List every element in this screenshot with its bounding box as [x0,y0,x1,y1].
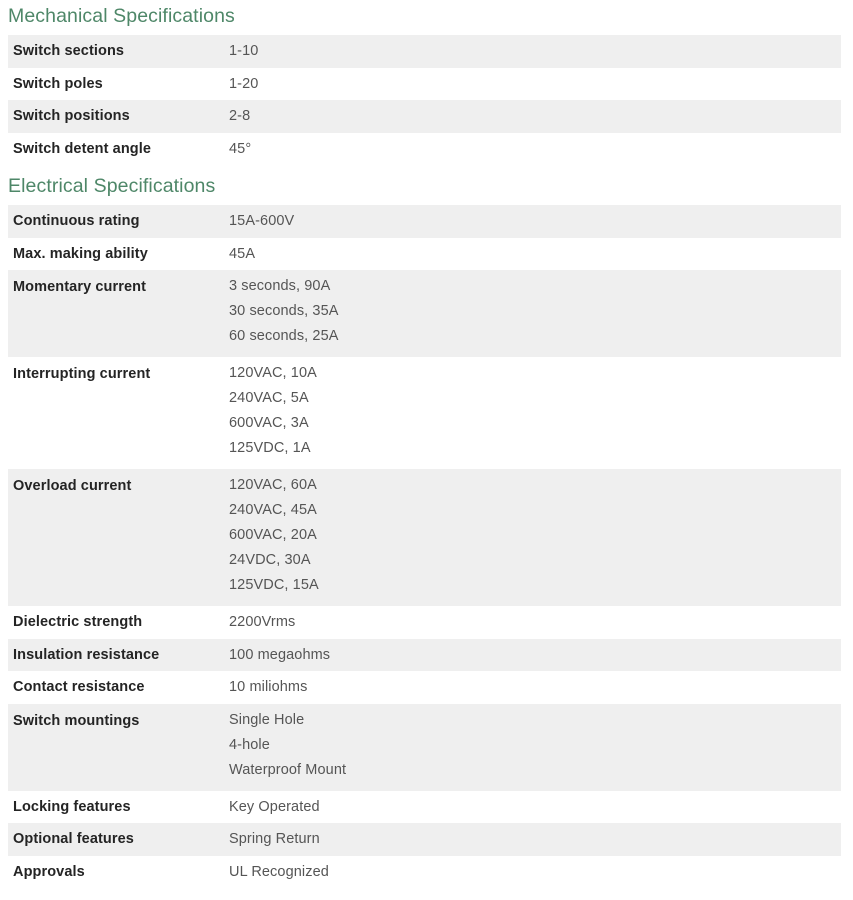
table-row: Switch mountings Single Hole 4-hole Waterpr… [8,703,841,791]
spec-value-line: 60 seconds, 25A [229,328,339,344]
table-row: Switch sections 1-10 [8,35,841,68]
spec-value: 1-10 [221,35,841,68]
spec-value: 2-8 [221,100,841,133]
table-row: Dielectric strength 2200Vrms [8,606,841,639]
spec-value-line: 1-20 [229,75,259,92]
spec-value-line: Spring Return [229,831,320,847]
spec-value: 120VAC, 10A 240VAC, 5A 600VAC, 3A 125VDC, 1… [221,357,841,469]
spec-value-line: 240VAC, 45A [229,502,317,518]
section-title: Electrical Specifications [8,175,216,197]
table-row: Approvals UL Recognized [8,855,841,889]
spec-table: Switch sections 1-10 Switch poles 1-20 Switc… [8,35,841,165]
spec-section: Electrical Specifications Continuous rati… [0,165,853,888]
spec-label: Overload current [13,478,132,494]
spec-label: Switch detent angle [13,140,152,157]
table-row: Switch positions 2-8 [8,100,841,133]
spec-section: Mechanical Specifications Switch sections… [0,0,853,165]
spec-label: Switch positions [13,108,130,124]
spec-table: Continuous rating 15A-600V Max. making abi… [8,205,841,888]
spec-value: UL Recognized [221,856,841,889]
spec-label: Switch poles [13,75,103,92]
spec-label: Insulation resistance [13,646,160,663]
spec-value-line: 10 miliohms [229,679,308,695]
spec-value-line: 120VAC, 10A [229,365,317,381]
section-title: Mechanical Specifications [8,5,235,27]
table-row: Insulation resistance 100 megaohms [8,638,841,672]
spec-value-line: Single Hole [229,711,305,728]
table-row: Switch detent angle 45° [8,132,841,166]
spec-value-line: 240VAC, 5A [229,390,309,406]
spec-label: Continuous rating [13,213,140,229]
spec-value-line: 125VDC, 15A [229,577,319,593]
spec-label: Optional features [13,831,134,847]
table-row: Switch poles 1-20 [8,67,841,101]
spec-label: Approvals [13,863,85,880]
table-row: Momentary current 3 seconds, 90A 30 second… [8,270,841,357]
table-row: Overload current 120VAC, 60A 240VAC, 45A 60… [8,469,841,606]
spec-value-line: 24VDC, 30A [229,552,311,568]
spec-value-line: Waterproof Mount [229,761,347,778]
spec-value-line: Key Operated [229,798,320,815]
table-row: Locking features Key Operated [8,790,841,824]
spec-label: Locking features [13,798,131,815]
spec-value: 10 miliohms [221,671,841,704]
spec-value: 120VAC, 60A 240VAC, 45A 600VAC, 20A 24VDC, … [221,469,841,606]
spec-value-line: 125VDC, 1A [229,440,311,456]
table-row: Max. making ability 45A [8,237,841,271]
spec-value: 45° [221,133,841,166]
spec-value: Spring Return [221,823,841,856]
spec-label: Interrupting current [13,366,151,382]
spec-value: Key Operated [221,791,841,824]
table-row: Contact resistance 10 miliohms [8,671,841,704]
spec-value-line: 45° [229,140,252,157]
table-row: Optional features Spring Return [8,823,841,856]
spec-value: 15A-600V [221,205,841,238]
spec-value-line: 600VAC, 3A [229,415,309,431]
spec-label: Switch sections [13,43,125,59]
spec-value-line: 3 seconds, 90A [229,278,331,294]
spec-value-line: 2200Vrms [229,614,296,630]
spec-value: 100 megaohms [221,639,841,672]
spec-value-line: 4-hole [229,736,270,753]
spec-label: Contact resistance [13,679,145,695]
spec-label: Momentary current [13,279,147,295]
spec-value-line: 120VAC, 60A [229,477,317,493]
spec-value: 2200Vrms [221,606,841,639]
spec-value-line: 15A-600V [229,213,295,229]
spec-value-line: 100 megaohms [229,646,331,663]
table-row: Interrupting current 120VAC, 10A 240VAC, 5… [8,357,841,469]
spec-value: 45A [221,238,841,271]
spec-value: Single Hole 4-hole Waterproof Mount [221,704,841,791]
spec-label: Max. making ability [13,245,148,262]
spec-label: Switch mountings [13,712,140,729]
spec-value: 3 seconds, 90A 30 seconds, 35A 60 seconds,… [221,270,841,357]
spec-value-line: 45A [229,245,256,262]
spec-value-line: UL Recognized [229,863,329,880]
table-row: Continuous rating 15A-600V [8,205,841,238]
spec-value-line: 30 seconds, 35A [229,303,339,319]
spec-value-line: 2-8 [229,108,251,124]
spec-label: Dielectric strength [13,614,143,630]
spec-value-line: 600VAC, 20A [229,527,317,543]
spec-value: 1-20 [221,68,841,101]
spec-value-line: 1-10 [229,43,259,59]
